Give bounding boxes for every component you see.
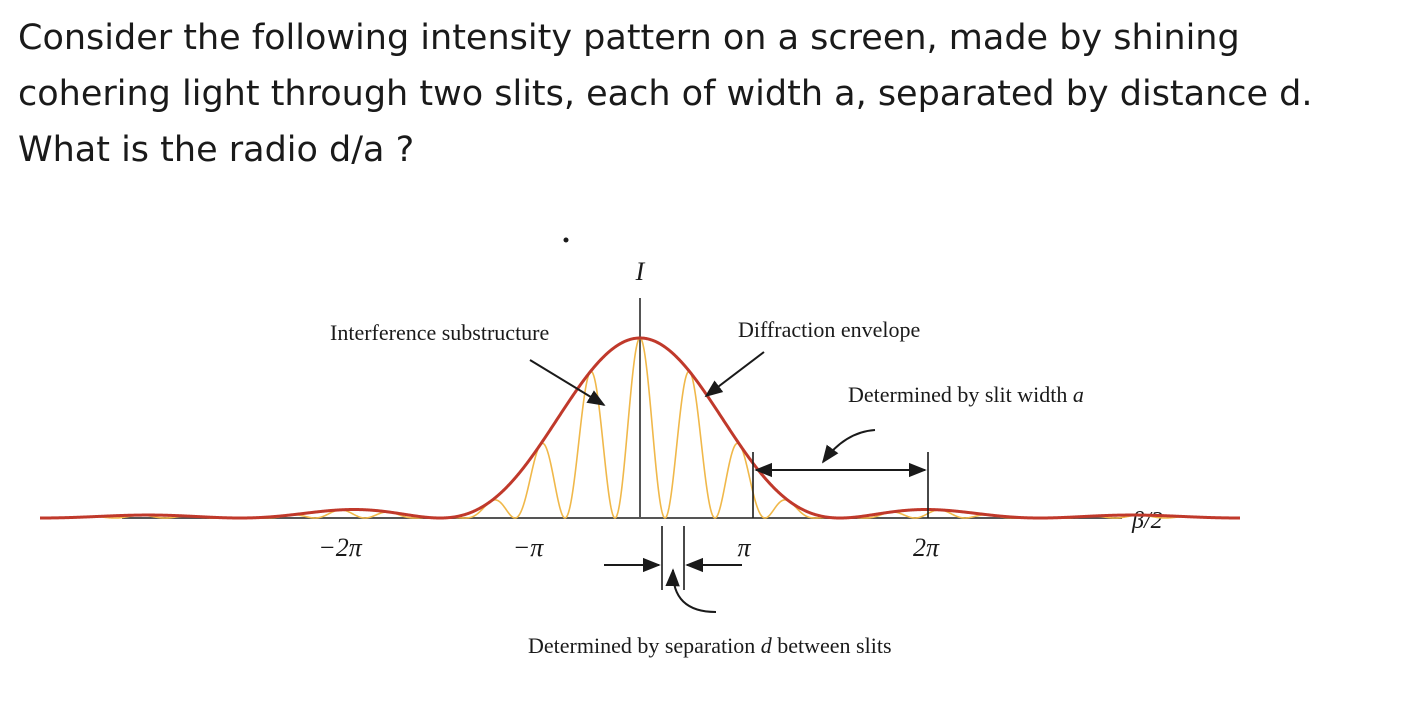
diffraction-arrow — [704, 351, 765, 398]
diffraction-envelope — [40, 336, 1240, 520]
tick-label-2pi: 2π — [913, 533, 940, 562]
interference-arrow — [529, 359, 606, 406]
separation-label: Determined by separation d between slits — [528, 633, 892, 658]
tick-label-minus-2pi: −2π — [318, 533, 363, 562]
question-text: Consider the following intensity pattern… — [18, 18, 1313, 170]
slit-width-label: Determined by slit width a — [848, 382, 1084, 407]
envelope-curve — [40, 336, 1240, 520]
tick-label-pi: π — [737, 533, 751, 562]
x-axis-label: β/2 — [1131, 508, 1163, 534]
interference-label: Interference substructure — [330, 320, 549, 345]
tick-label-minus-pi: −π — [513, 533, 545, 562]
diffraction-label: Diffraction envelope — [738, 317, 920, 342]
separation-curved-arrow — [665, 568, 717, 613]
y-axis-label: I — [635, 257, 646, 286]
slit-width-curved-arrow — [821, 429, 876, 464]
stray-dot — [563, 237, 569, 243]
